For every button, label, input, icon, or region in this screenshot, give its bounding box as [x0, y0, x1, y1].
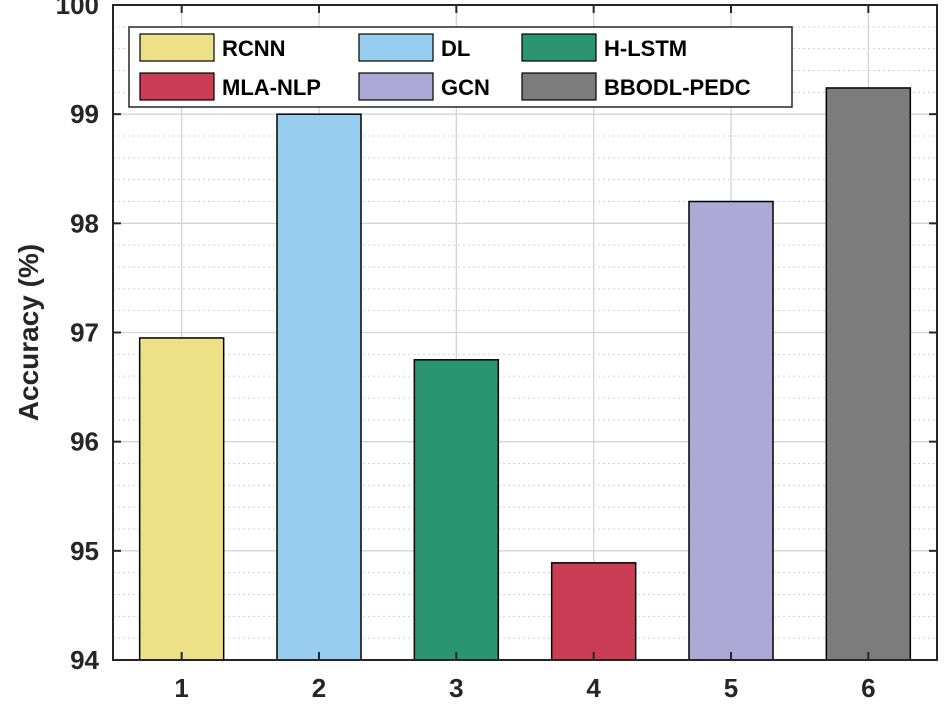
bar-dl [276, 113, 362, 661]
legend-swatch-gcn [358, 72, 434, 101]
y-tick-label: 99 [70, 99, 99, 129]
y-tick-label: 95 [70, 536, 99, 566]
y-tick-label: 100 [56, 0, 99, 20]
legend-label-mla-nlp: MLA-NLP [222, 75, 321, 100]
legend-swatch-rcnn [139, 33, 215, 62]
x-tick-label: 5 [724, 673, 738, 703]
legend-swatch-h-lstm [521, 33, 597, 62]
legend-label-h-lstm: H-LSTM [604, 36, 687, 61]
axis-ticks: 94 95 96 97 98 99 100 1 2 3 4 5 6 [56, 0, 937, 703]
bar-bbodl-pedc [825, 87, 912, 661]
x-tick-label: 6 [861, 673, 875, 703]
legend-label-gcn: GCN [441, 75, 490, 100]
grid [113, 4, 937, 661]
y-tick-label: 98 [70, 208, 99, 238]
bar-mla-nlp [550, 562, 637, 661]
legend-swatch-bbodl-pedc [521, 72, 597, 101]
y-tick-label: 97 [70, 318, 99, 348]
legend-label-rcnn: RCNN [222, 36, 286, 61]
x-tick-label: 3 [449, 673, 463, 703]
legend: RCNN DL H-LSTM MLA-NLP GCN BBODL-PEDC [128, 26, 793, 108]
y-tick-label: 96 [70, 427, 99, 457]
bar-h-lstm [413, 359, 500, 661]
legend-label-bbodl-pedc: BBODL-PEDC [604, 75, 751, 100]
legend-swatch-mla-nlp [139, 72, 215, 101]
x-tick-label: 4 [586, 673, 601, 703]
bar-rcnn [138, 337, 225, 661]
legend-label-dl: DL [441, 36, 470, 61]
y-tick-label: 94 [70, 645, 99, 675]
legend-swatch-dl [358, 33, 434, 62]
legend-box [128, 26, 793, 108]
bar-gcn [688, 200, 774, 661]
x-tick-label: 2 [312, 673, 326, 703]
x-tick-label: 1 [174, 673, 188, 703]
y-axis-label: Accuracy (%) [13, 244, 44, 421]
bars [138, 87, 912, 661]
